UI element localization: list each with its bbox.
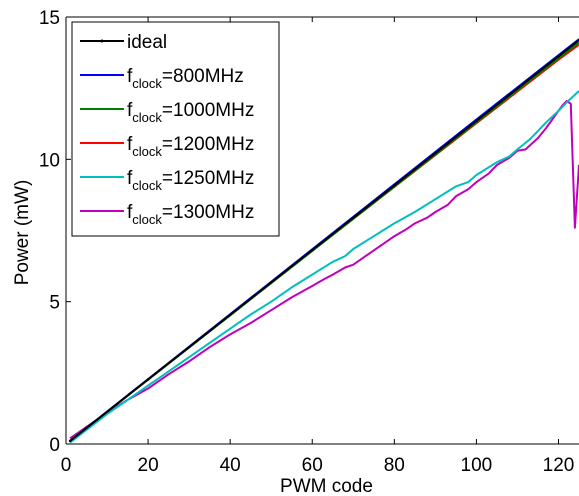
- legend-label-base: ideal: [127, 32, 167, 53]
- legend-label-base: f: [127, 168, 133, 189]
- x-tick-label: 100: [461, 455, 493, 476]
- legend-label-base: f: [127, 66, 133, 87]
- legend-label-sub: clock: [132, 76, 162, 91]
- y-tick-label: 15: [39, 8, 60, 29]
- legend-marker: [100, 39, 104, 43]
- legend-label-base: f: [127, 100, 133, 121]
- series-line-ideal: [69, 39, 579, 442]
- y-tick-label: 0: [49, 435, 60, 456]
- ideal-marker: [146, 378, 150, 381]
- y-axis-label: Power (mW): [12, 180, 33, 286]
- legend-label: fclock=1000MHz: [127, 100, 254, 125]
- x-tick-label: 20: [138, 455, 159, 476]
- y-tick-label: 5: [49, 293, 60, 314]
- x-tick-label: 40: [220, 455, 241, 476]
- legend-label-sub: clock: [132, 110, 162, 125]
- y-tick-label: 10: [39, 150, 60, 171]
- ideal-marker: [475, 119, 478, 123]
- legend-label-sub: clock: [132, 144, 162, 159]
- legend-label-suffix: =1250MHz: [162, 168, 254, 189]
- legend-label-suffix: =1300MHz: [162, 202, 254, 223]
- legend-label: fclock=1250MHz: [127, 168, 254, 193]
- ideal-marker: [310, 248, 314, 252]
- x-tick-label: 120: [543, 455, 575, 476]
- legend-label-sub: clock: [132, 212, 162, 227]
- series-layer: [68, 38, 579, 444]
- legend: idealfclock=800MHzfclock=1000MHzfclock=1…: [71, 21, 280, 237]
- legend-label-sub: clock: [132, 178, 162, 193]
- x-axis-label: PWM code: [280, 476, 373, 496]
- ideal-marker: [228, 313, 232, 317]
- legend-label-suffix: =800MHz: [162, 66, 244, 87]
- legend-label-suffix: =1200MHz: [162, 134, 254, 155]
- ideal-marker: [557, 54, 560, 58]
- legend-label: fclock=800MHz: [127, 66, 244, 91]
- legend-box: [71, 21, 280, 237]
- x-tick-label: 80: [384, 455, 405, 476]
- x-tick-label: 60: [302, 455, 323, 476]
- plot-area: [65, 16, 579, 445]
- series-line-1300mhz: [69, 100, 579, 440]
- ideal-marker: [68, 439, 72, 443]
- legend-label: fclock=1200MHz: [127, 134, 254, 159]
- legend-label: fclock=1300MHz: [127, 202, 254, 227]
- legend-label-base: f: [127, 134, 133, 155]
- x-tick-label: 0: [61, 455, 72, 476]
- legend-label-suffix: =1000MHz: [162, 100, 254, 121]
- legend-label: ideal: [127, 32, 167, 53]
- ticks-layer: 0 20 40 60 80 100 120 0 5 10 15: [39, 8, 574, 476]
- legend-label-base: f: [127, 202, 133, 223]
- series-line-1250mhz: [69, 90, 579, 444]
- ideal-marker: [393, 184, 396, 187]
